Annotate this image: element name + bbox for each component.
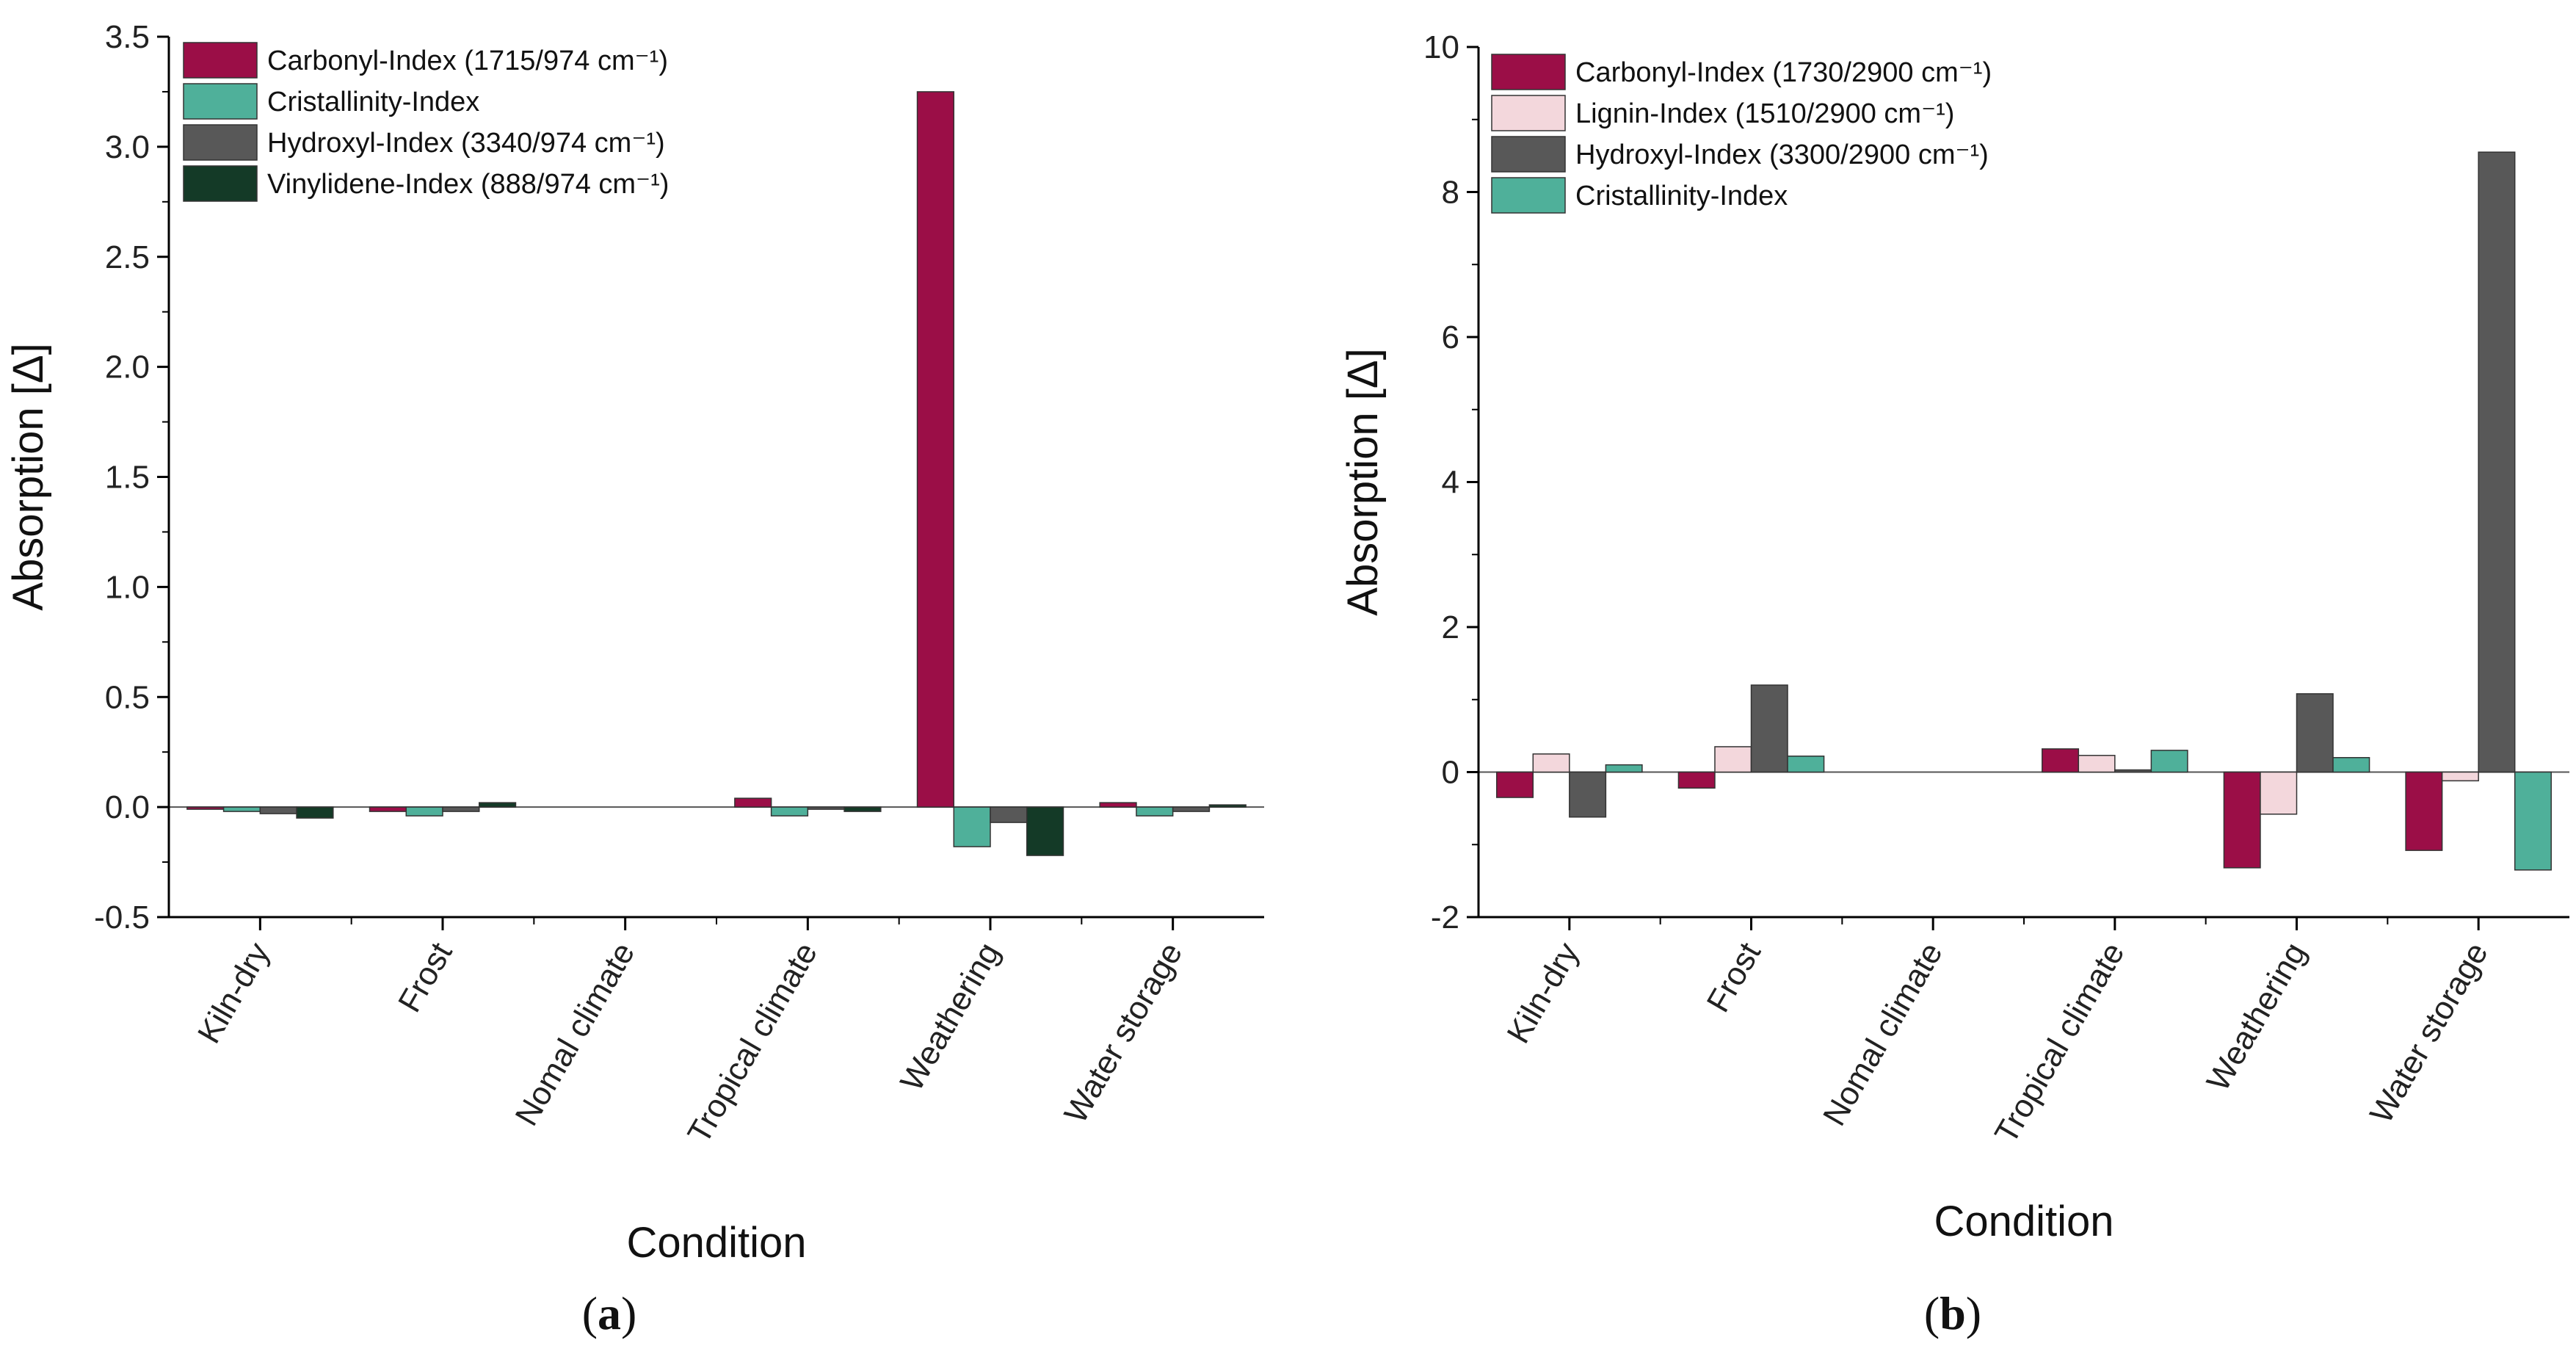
y-tick-label: 1.0 bbox=[105, 569, 150, 605]
legend-swatch bbox=[183, 83, 258, 120]
bar bbox=[1750, 684, 1788, 773]
bar bbox=[1496, 771, 1534, 798]
bar bbox=[1172, 806, 1211, 812]
y-tick-label: 6 bbox=[1442, 319, 1459, 355]
bar bbox=[296, 806, 334, 819]
bar bbox=[369, 806, 407, 812]
y-axis-title: Absorption [Δ] bbox=[1339, 348, 1387, 615]
x-tick-label: Tropical climate bbox=[1988, 937, 2132, 1150]
x-tick-label: Kiln-dry bbox=[1500, 937, 1586, 1050]
legend-label: Carbonyl-Index (1730/2900 cm⁻¹) bbox=[1575, 57, 1992, 88]
legend-swatch bbox=[183, 42, 258, 79]
y-tick-label: 4 bbox=[1442, 465, 1459, 501]
x-tick-label: Water storage bbox=[1058, 937, 1190, 1129]
x-tick-label: Water storage bbox=[2363, 937, 2495, 1129]
caption-paren-open: ( bbox=[582, 1287, 598, 1339]
bar bbox=[807, 806, 845, 810]
chart-panel-b: -2 0 2 4 6 8 10 Kiln-dry Frost Nomal climate Tropi… bbox=[1339, 29, 2569, 1339]
bar bbox=[259, 806, 297, 814]
panel-caption: (b) bbox=[1924, 1287, 1981, 1339]
legend-swatch bbox=[1491, 95, 1566, 131]
bar bbox=[843, 806, 882, 812]
panel-letter: b bbox=[1940, 1287, 1966, 1339]
x-axis-title: Condition bbox=[626, 1219, 806, 1267]
x-tick-label: Nomal climate bbox=[509, 937, 642, 1132]
bar bbox=[1677, 771, 1716, 789]
x-tick-label: Nomal climate bbox=[1816, 937, 1950, 1132]
bar bbox=[1208, 804, 1247, 808]
panel-caption: (a) bbox=[582, 1287, 637, 1339]
bar bbox=[916, 91, 955, 808]
bar bbox=[186, 806, 225, 810]
y-tick-label: 0 bbox=[1442, 755, 1459, 791]
y-tick-label: 0.0 bbox=[105, 789, 150, 825]
legend-label: Lignin-Index (1510/2900 cm⁻¹) bbox=[1575, 98, 1954, 129]
bar bbox=[2405, 771, 2443, 851]
y-tick-label: 2.0 bbox=[105, 350, 150, 385]
x-tick-label: Weathering bbox=[893, 937, 1007, 1098]
bar bbox=[953, 806, 991, 847]
y-tick-label: 2 bbox=[1442, 609, 1459, 645]
legend-swatch bbox=[1491, 136, 1566, 173]
y-tick-label: 1.5 bbox=[105, 460, 150, 496]
y-tick-label: -0.5 bbox=[94, 899, 150, 935]
legend-swatch bbox=[183, 165, 258, 202]
legend-swatch bbox=[183, 124, 258, 161]
legend-label: Vinylidene-Index (888/974 cm⁻¹) bbox=[267, 169, 669, 200]
bar bbox=[734, 797, 772, 808]
bar bbox=[2514, 771, 2552, 871]
bar bbox=[2150, 750, 2188, 773]
bar bbox=[1787, 756, 1825, 773]
bar bbox=[1605, 764, 1643, 773]
caption-paren-open: ( bbox=[1924, 1287, 1940, 1339]
bar bbox=[2114, 769, 2152, 773]
bar bbox=[2223, 771, 2261, 869]
y-tick-label: 0.5 bbox=[105, 679, 150, 715]
bar bbox=[2478, 151, 2516, 773]
x-tick-label: Tropical climate bbox=[681, 937, 824, 1150]
x-axis-title: Condition bbox=[1934, 1198, 2114, 1245]
x-tick-label: Frost bbox=[391, 937, 460, 1018]
legend-swatch bbox=[1491, 54, 1566, 90]
bar bbox=[1136, 806, 1174, 817]
caption-paren-close: ) bbox=[1966, 1287, 1981, 1339]
bar bbox=[1714, 746, 1752, 773]
bar bbox=[222, 806, 261, 812]
y-axis-title: Absorption [Δ] bbox=[4, 343, 52, 610]
legend-label: Cristallinity-Index bbox=[267, 87, 479, 117]
bar bbox=[1026, 806, 1064, 856]
legend-label: Cristallinity-Index bbox=[1575, 181, 1788, 211]
legend-swatch bbox=[1491, 177, 1566, 214]
bar bbox=[2332, 757, 2370, 773]
y-tick-label: 3.5 bbox=[105, 19, 150, 55]
bar bbox=[2078, 755, 2116, 773]
legend-label: Hydroxyl-Index (3300/2900 cm⁻¹) bbox=[1575, 140, 1989, 170]
panel-letter: a bbox=[598, 1287, 621, 1339]
bar bbox=[2042, 748, 2080, 773]
bar bbox=[442, 806, 480, 812]
y-tick-label: -2 bbox=[1431, 899, 1459, 935]
bar bbox=[1569, 771, 1607, 818]
x-tick-label: Kiln-dry bbox=[191, 937, 277, 1050]
legend-label: Hydroxyl-Index (3340/974 cm⁻¹) bbox=[267, 128, 665, 159]
bar bbox=[2441, 771, 2479, 782]
legend-label: Carbonyl-Index (1715/974 cm⁻¹) bbox=[267, 46, 668, 76]
bar bbox=[770, 806, 809, 817]
y-tick-label: 2.5 bbox=[105, 239, 150, 275]
chart-panel-a: -0.5 0.0 0.5 1.0 1.5 2.0 2.5 3.0 3.5 Kiln-dry Fros… bbox=[4, 19, 1264, 1339]
y-tick-label: 8 bbox=[1442, 175, 1459, 211]
bar bbox=[990, 806, 1028, 823]
bar bbox=[2260, 771, 2298, 815]
caption-paren-close: ) bbox=[621, 1287, 636, 1339]
bar bbox=[2296, 693, 2334, 773]
bar bbox=[1099, 802, 1137, 808]
bar bbox=[405, 806, 443, 817]
y-tick-label: 10 bbox=[1423, 29, 1459, 65]
bar bbox=[478, 802, 517, 808]
y-tick-label: 3.0 bbox=[105, 129, 150, 165]
bar bbox=[1532, 753, 1570, 773]
x-tick-label: Frost bbox=[1700, 937, 1768, 1018]
x-tick-label: Weathering bbox=[2200, 937, 2314, 1098]
